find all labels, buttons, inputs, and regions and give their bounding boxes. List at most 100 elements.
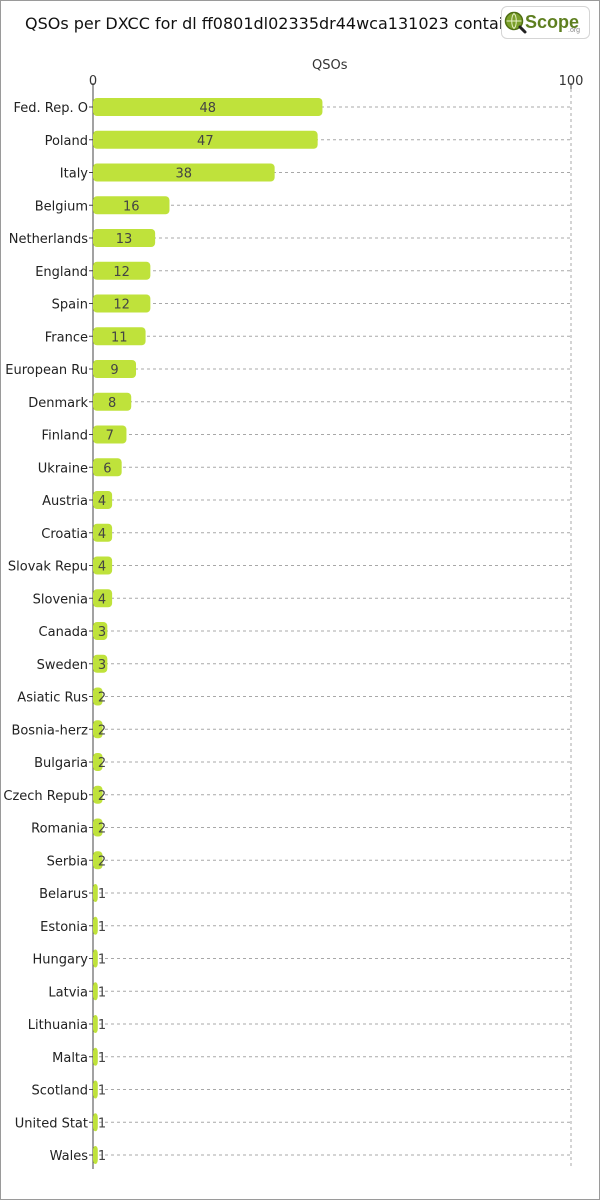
bar-value-label: 2 (98, 789, 106, 804)
bar-value-label: 9 (110, 363, 118, 378)
category-label: Bulgaria (34, 756, 88, 771)
bar-value-label: 1 (98, 887, 106, 902)
bar-value-label: 2 (98, 723, 106, 738)
bar (93, 884, 98, 902)
bar-value-label: 1 (98, 1051, 106, 1066)
x-tick-label: 0 (89, 74, 97, 89)
bar (93, 622, 108, 640)
category-label: Hungary (32, 953, 88, 968)
bar (93, 523, 113, 542)
bar-value-label: 2 (98, 691, 106, 706)
x-tick-label: 100 (559, 74, 584, 89)
bar-value-label: 8 (108, 396, 116, 411)
bar (93, 1015, 98, 1033)
category-label: England (35, 265, 88, 280)
bar-value-label: 2 (98, 854, 106, 869)
bar-value-label: 13 (116, 232, 133, 247)
bar-value-label: 1 (98, 1018, 106, 1033)
bar (93, 1146, 98, 1164)
bar (93, 360, 137, 378)
category-label: United Stat (15, 1116, 88, 1131)
bar-value-label: 2 (98, 822, 106, 837)
category-label: Wales (50, 1149, 89, 1164)
logo-domain-suffix: .org (568, 27, 580, 34)
bar (93, 556, 113, 575)
bar-value-label: 3 (98, 625, 106, 640)
category-label: Belarus (39, 887, 88, 902)
category-label: Belgium (35, 199, 88, 214)
bar (93, 229, 156, 247)
bar (93, 294, 151, 313)
category-label: Sweden (37, 658, 88, 673)
category-label: Poland (45, 134, 88, 149)
bar-value-label: 1 (98, 1084, 106, 1099)
bar-value-label: 12 (113, 265, 130, 280)
bar-value-label: 2 (98, 756, 106, 771)
bar-value-label: 11 (111, 330, 128, 345)
logo-wordmark: Scope (525, 12, 579, 32)
bar (93, 491, 113, 509)
category-label: Asiatic Rus (17, 691, 88, 706)
category-label: Italy (60, 167, 89, 182)
bar (93, 425, 127, 444)
category-label: Slovak Repu (8, 560, 88, 575)
bar-value-label: 1 (98, 920, 106, 935)
category-label: Austria (42, 494, 88, 509)
bar-value-label: 4 (98, 560, 106, 575)
bar (93, 261, 151, 280)
bar-value-label: 38 (176, 167, 193, 182)
category-label: Canada (39, 625, 88, 640)
bar-value-label: 4 (98, 527, 106, 542)
bar-value-label: 7 (106, 429, 114, 444)
category-label: Spain (52, 298, 88, 313)
bar-value-label: 1 (98, 953, 106, 968)
category-label: Fed. Rep. O (14, 101, 88, 116)
chart-title: QSOs per DXCC for dl ff0801dl02335dr44wc… (25, 14, 534, 33)
category-label: Denmark (28, 396, 88, 411)
bar (93, 327, 146, 346)
x-axis-title: QSOs (312, 58, 348, 73)
category-label: Malta (52, 1051, 88, 1066)
bar (93, 949, 98, 968)
bar (93, 818, 103, 837)
bar-value-label: 6 (103, 461, 111, 476)
bar (93, 1047, 98, 1066)
category-label: Estonia (40, 920, 88, 935)
bar (93, 687, 103, 706)
category-label: Finland (42, 429, 88, 444)
category-label: Scotland (31, 1084, 88, 1099)
category-label: Lithuania (28, 1018, 88, 1033)
category-label: Croatia (41, 527, 88, 542)
bar-value-label: 1 (98, 1116, 106, 1131)
category-label: Romania (31, 822, 88, 837)
bar-value-label: 1 (98, 1149, 106, 1164)
bar (93, 163, 275, 182)
category-label: Bosnia-herz (11, 723, 88, 738)
bar (93, 589, 113, 608)
category-label: Czech Repub (3, 789, 88, 804)
bar-value-label: 48 (199, 101, 216, 116)
bar (93, 785, 103, 804)
category-label: European Ru (5, 363, 88, 378)
category-label: Slovenia (33, 592, 88, 607)
bar (93, 196, 170, 215)
category-label: Netherlands (9, 232, 88, 247)
bar-value-label: 1 (98, 985, 106, 1000)
bar (93, 1113, 98, 1132)
bar (93, 98, 323, 116)
bar (93, 982, 98, 1001)
bar-value-label: 16 (123, 199, 140, 214)
bar (93, 458, 122, 477)
category-label: France (45, 330, 88, 345)
bar-value-label: 4 (98, 592, 106, 607)
bar (93, 753, 103, 771)
bar (93, 720, 103, 739)
bar (93, 130, 318, 149)
category-label: Latvia (48, 985, 88, 1000)
bar (93, 1080, 98, 1099)
category-label: Serbia (47, 854, 88, 869)
category-label: Ukraine (38, 461, 88, 476)
bar-value-label: 47 (197, 134, 214, 149)
